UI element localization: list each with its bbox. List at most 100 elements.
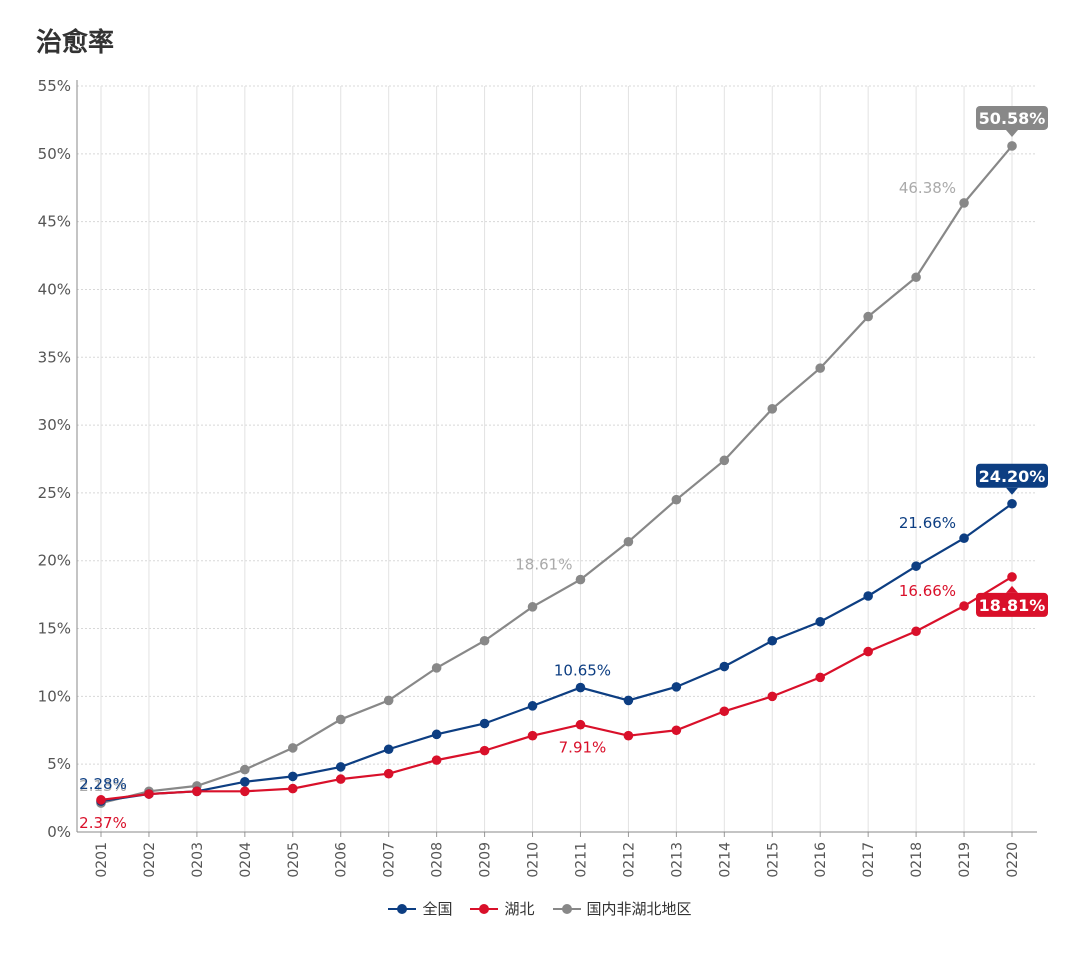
badge-box [976, 463, 1048, 488]
badge-pointer [1006, 487, 1018, 495]
data-point [335, 774, 346, 784]
x-tick-label: 0212 [621, 842, 637, 878]
data-point [719, 661, 730, 672]
x-tick-label: 0203 [190, 842, 206, 878]
data-point [335, 714, 346, 725]
data-point [911, 561, 921, 571]
y-tick-label: 55% [38, 77, 71, 95]
x-tick-label: 0206 [334, 842, 350, 878]
y-tick-label: 5% [47, 755, 71, 773]
data-point [335, 762, 346, 772]
data-point [863, 591, 873, 601]
y-tick-label: 45% [38, 213, 71, 231]
x-tick-label: 0219 [957, 842, 973, 878]
data-point [479, 718, 490, 729]
y-tick-label: 0% [47, 823, 71, 841]
data-point [1007, 498, 1017, 509]
data-point [527, 730, 538, 741]
data-point [959, 601, 969, 611]
data-point [383, 695, 394, 706]
data-point [815, 672, 826, 683]
badge-pointer [1006, 129, 1018, 137]
data-label: 50.58% [979, 109, 1046, 128]
x-tick-label: 0216 [813, 842, 829, 878]
data-point [719, 706, 730, 717]
data-point [911, 272, 921, 283]
series-line [100, 575, 1013, 801]
chart-title: 治愈率 [36, 28, 115, 58]
data-point [287, 783, 298, 794]
x-tick-label: 0209 [478, 842, 494, 878]
badge-box [976, 592, 1048, 617]
data-point [1007, 572, 1017, 582]
x-tick-label: 0215 [765, 842, 781, 878]
data-point [767, 635, 778, 646]
data-point [575, 682, 586, 693]
legend-swatch-hubei [470, 902, 499, 916]
x-tick-label: 0213 [669, 842, 685, 878]
data-point [240, 786, 250, 797]
x-tick-label: 0217 [861, 842, 877, 878]
x-tick-label: 0211 [573, 842, 589, 878]
data-point [527, 701, 538, 711]
data-point [192, 786, 202, 797]
data-label-badge: 24.20% [976, 463, 1048, 495]
data-point [623, 536, 634, 547]
data-point [431, 755, 442, 765]
data-point [431, 729, 442, 740]
y-tick-label: 50% [38, 145, 71, 163]
data-point [863, 311, 873, 322]
data-label: 16.66% [899, 582, 956, 600]
data-label: 7.91% [559, 739, 607, 757]
data-point [1007, 141, 1017, 151]
legend-item-hubei[interactable]: 湖北 [470, 898, 535, 919]
data-label: 21.66% [899, 514, 956, 532]
y-tick-label: 40% [38, 280, 71, 298]
x-tick-label: 0205 [286, 842, 302, 878]
badge-box [976, 105, 1048, 130]
y-tick-label: 35% [38, 348, 71, 366]
legend: 全国 湖北 国内非湖北地区 [0, 898, 1080, 919]
data-point [623, 730, 634, 741]
data-label-badge: 18.81% [976, 585, 1048, 617]
data-label: 2.37% [79, 814, 127, 832]
data-label: 18.61% [515, 556, 572, 574]
data-point [863, 646, 873, 657]
data-label: 2.28% [79, 775, 127, 793]
data-point [671, 494, 682, 505]
x-tick-label: 0210 [526, 842, 542, 878]
data-point [767, 691, 778, 702]
data-label: 46.38% [899, 179, 956, 197]
data-point [96, 795, 106, 805]
legend-swatch-national [388, 902, 417, 916]
y-tick-label: 30% [38, 416, 71, 434]
data-point [383, 768, 394, 779]
x-tick-label: 0220 [1005, 842, 1021, 878]
data-point [959, 533, 969, 544]
data-point [240, 764, 250, 775]
data-point [719, 455, 730, 466]
data-point [431, 663, 442, 673]
data-point [671, 725, 682, 736]
y-tick-label: 15% [38, 620, 71, 638]
data-point [911, 626, 921, 637]
legend-swatch-non-hubei [552, 902, 581, 916]
legend-item-non-hubei[interactable]: 国内非湖北地区 [552, 898, 692, 919]
data-label: 18.81% [979, 596, 1046, 615]
data-point [383, 744, 394, 755]
data-label-badge: 50.58% [976, 105, 1048, 137]
x-tick-label: 0207 [382, 842, 398, 878]
data-point [767, 404, 778, 414]
data-point [144, 789, 154, 799]
series-line [100, 502, 1013, 803]
legend-label-national: 全国 [422, 900, 453, 918]
legend-item-national[interactable]: 全国 [388, 898, 452, 919]
x-tick-label: 0208 [430, 842, 446, 878]
data-point [623, 695, 634, 706]
data-point [240, 777, 250, 787]
data-point [575, 574, 586, 585]
y-tick-label: 20% [38, 552, 71, 570]
data-point [815, 363, 826, 373]
data-point [671, 682, 682, 692]
